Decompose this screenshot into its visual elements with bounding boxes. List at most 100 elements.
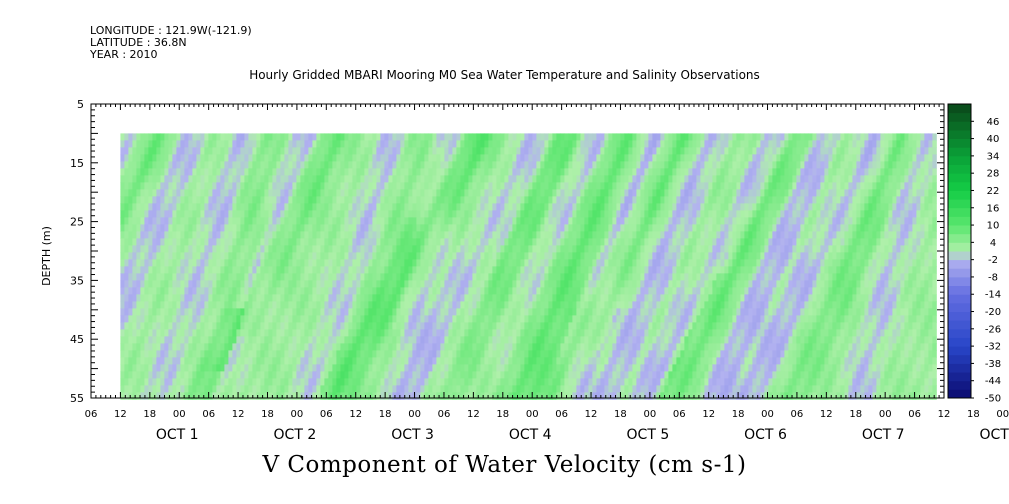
heatmap-cell — [852, 189, 857, 197]
heatmap-cell — [760, 252, 765, 260]
heatmap-cell — [640, 238, 645, 246]
heatmap-cell — [868, 294, 873, 302]
heatmap-cell — [160, 168, 165, 176]
heatmap-cell — [396, 301, 401, 309]
heatmap-cell — [196, 196, 201, 204]
heatmap-cell — [184, 168, 189, 176]
heatmap-cell — [180, 252, 185, 260]
heatmap-cell — [696, 161, 701, 169]
heatmap-cell — [692, 210, 697, 218]
heatmap-cell — [428, 161, 433, 169]
heatmap-cell — [536, 175, 541, 183]
heatmap-cell — [156, 231, 161, 239]
heatmap-cell — [556, 287, 561, 295]
heatmap-cell — [324, 161, 329, 169]
heatmap-cell — [864, 203, 869, 211]
heatmap-cell — [488, 140, 493, 148]
heatmap-cell — [204, 238, 209, 246]
heatmap-cell — [508, 161, 513, 169]
heatmap-cell — [648, 140, 653, 148]
heatmap-cell — [220, 210, 225, 218]
heatmap-cell — [256, 280, 261, 288]
heatmap-cell — [536, 210, 541, 218]
heatmap-cell — [216, 245, 221, 253]
heatmap-cell — [884, 245, 889, 253]
heatmap-cell — [740, 245, 745, 253]
heatmap-cell — [708, 224, 713, 232]
heatmap-cell — [132, 280, 137, 288]
heatmap-cell — [484, 280, 489, 288]
heatmap-cell — [616, 280, 621, 288]
heatmap-cell — [360, 140, 365, 148]
heatmap-cell — [868, 287, 873, 295]
heatmap-cell — [676, 133, 681, 141]
heatmap-cell — [148, 238, 153, 246]
heatmap-cell — [796, 168, 801, 176]
heatmap-cell — [416, 259, 421, 267]
heatmap-cell — [848, 154, 853, 162]
heatmap-cell — [444, 175, 449, 183]
heatmap-cell — [120, 189, 125, 197]
heatmap-cell — [624, 161, 629, 169]
heatmap-cell — [916, 217, 921, 225]
heatmap-cell — [900, 147, 905, 155]
heatmap-cell — [220, 147, 225, 155]
heatmap-cell — [832, 182, 837, 190]
heatmap-cell — [864, 196, 869, 204]
heatmap-cell — [260, 301, 265, 309]
heatmap-cell — [676, 196, 681, 204]
heatmap-cell — [496, 231, 501, 239]
heatmap-cell — [640, 210, 645, 218]
heatmap-cell — [636, 259, 641, 267]
heatmap-cell — [712, 196, 717, 204]
heatmap-cell — [804, 154, 809, 162]
heatmap-cell — [712, 189, 717, 197]
heatmap-cell — [560, 133, 565, 141]
heatmap-cell — [876, 252, 881, 260]
heatmap-cell — [388, 140, 393, 148]
heatmap-cell — [560, 280, 565, 288]
heatmap-cell — [656, 273, 661, 281]
heatmap-cell — [892, 182, 897, 190]
heatmap-cell — [712, 280, 717, 288]
heatmap-cell — [464, 231, 469, 239]
heatmap-cell — [692, 273, 697, 281]
heatmap-cell — [380, 273, 385, 281]
heatmap-cell — [668, 147, 673, 155]
heatmap-cell — [420, 224, 425, 232]
heatmap-cell — [184, 252, 189, 260]
heatmap-cell — [476, 280, 481, 288]
heatmap-cell — [464, 210, 469, 218]
heatmap-cell — [548, 259, 553, 267]
heatmap-cell — [308, 259, 313, 267]
heatmap-cell — [716, 161, 721, 169]
heatmap-cell — [748, 266, 753, 274]
heatmap-cell — [404, 133, 409, 141]
heatmap-cell — [708, 252, 713, 260]
heatmap-cell — [220, 238, 225, 246]
heatmap-cell — [520, 161, 525, 169]
heatmap-cell — [816, 294, 821, 302]
heatmap-cell — [576, 224, 581, 232]
heatmap-cell — [544, 280, 549, 288]
heatmap-cell — [348, 245, 353, 253]
heatmap-cell — [756, 280, 761, 288]
heatmap-cell — [228, 287, 233, 295]
heatmap-cell — [584, 154, 589, 162]
heatmap-cell — [296, 287, 301, 295]
heatmap-cell — [436, 189, 441, 197]
heatmap-cell — [700, 224, 705, 232]
heatmap-cell — [372, 252, 377, 260]
heatmap-cell — [832, 280, 837, 288]
heatmap-cell — [244, 161, 249, 169]
heatmap-cell — [716, 231, 721, 239]
heatmap-cell — [276, 294, 281, 302]
heatmap-cell — [772, 154, 777, 162]
heatmap-cell — [540, 175, 545, 183]
heatmap-cell — [180, 280, 185, 288]
heatmap-cell — [492, 189, 497, 197]
heatmap-cell — [644, 294, 649, 302]
heatmap-cell — [880, 287, 885, 295]
heatmap-cell — [440, 203, 445, 211]
heatmap-cell — [540, 273, 545, 281]
